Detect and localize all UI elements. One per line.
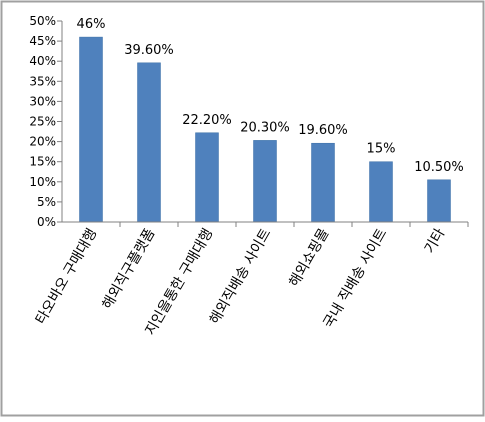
y-tick-label: 50% bbox=[29, 14, 56, 28]
y-tick-label: 40% bbox=[29, 54, 56, 68]
y-tick-label: 25% bbox=[29, 115, 56, 129]
y-tick-label: 30% bbox=[29, 94, 56, 108]
y-tick-label: 35% bbox=[29, 74, 56, 88]
y-axis: 0% 5% 10% 15% 20% 25% 30% 35% 40% 45% 50% bbox=[29, 14, 62, 229]
y-tick-label: 15% bbox=[29, 155, 56, 169]
y-tick-label: 20% bbox=[29, 135, 56, 149]
y-tick-label: 0% bbox=[37, 215, 56, 229]
bar bbox=[137, 62, 161, 223]
data-label: 10.50% bbox=[414, 160, 464, 175]
data-label: 19.60% bbox=[298, 123, 348, 138]
bar bbox=[253, 140, 277, 223]
data-label: 15% bbox=[367, 142, 396, 157]
y-tick-label: 45% bbox=[29, 34, 56, 48]
data-label: 20.30% bbox=[240, 120, 290, 135]
y-tick-label: 5% bbox=[37, 195, 56, 209]
y-tick-label: 10% bbox=[29, 175, 56, 189]
data-labels: 46% 39.60% 22.20% 20.30% 19.60% 15% 10.50% bbox=[77, 17, 464, 175]
data-label: 39.60% bbox=[124, 43, 174, 58]
bar bbox=[311, 142, 335, 223]
data-label: 22.20% bbox=[182, 113, 232, 128]
bar bbox=[79, 36, 103, 223]
bars bbox=[79, 36, 451, 223]
bar bbox=[369, 161, 393, 223]
bar bbox=[195, 132, 219, 223]
data-label: 46% bbox=[77, 17, 106, 32]
bar bbox=[427, 179, 451, 223]
